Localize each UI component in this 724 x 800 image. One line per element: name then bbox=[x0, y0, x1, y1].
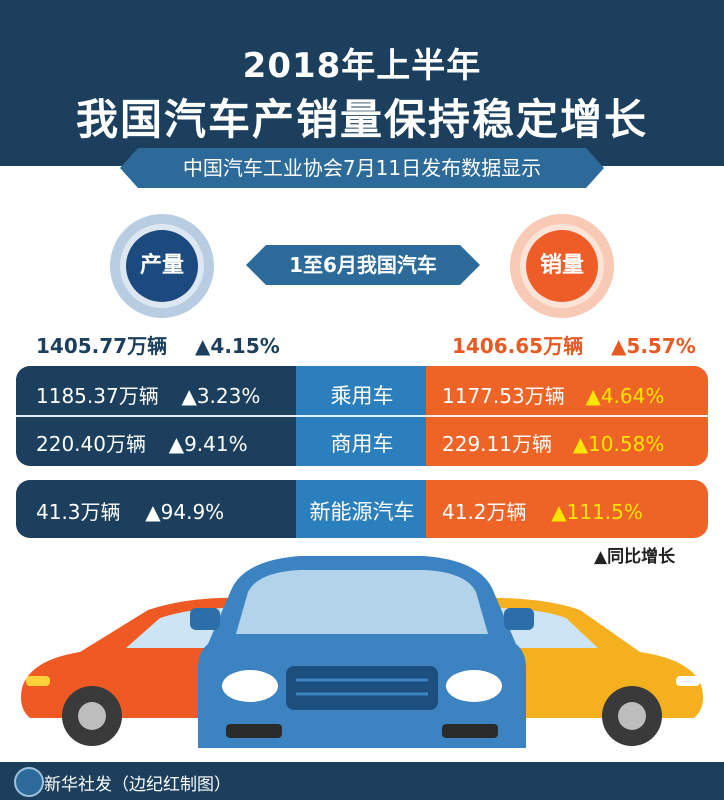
production-total: 1405.77万辆 ▲4.15% bbox=[36, 330, 280, 359]
nev-sales-value: 41.2万辆 bbox=[442, 500, 527, 524]
title-line1: 2018年上半年 bbox=[242, 46, 482, 86]
nev-production-value: 41.3万辆 bbox=[36, 500, 121, 524]
row-passenger-production: 1185.37万辆 ▲3.23% bbox=[36, 380, 260, 409]
production-band-2 bbox=[16, 480, 298, 538]
footer-bar bbox=[0, 762, 724, 800]
nev-production-growth: ▲94.9% bbox=[145, 500, 225, 524]
row-commercial-production: 220.40万辆 ▲9.41% bbox=[36, 428, 248, 457]
legend-yoy: ▲同比增长 bbox=[594, 547, 676, 567]
production-circle: 产量 bbox=[110, 214, 214, 318]
center-label-ribbon: 1至6月我国汽车 bbox=[246, 245, 480, 285]
sales-band-2 bbox=[426, 480, 708, 538]
footer-credit: 新华社发（边纪红制图） bbox=[44, 775, 231, 795]
row-nev-production: 41.3万辆 ▲94.9% bbox=[36, 496, 224, 525]
sales-total-growth: ▲5.57% bbox=[611, 334, 696, 358]
production-total-growth: ▲4.15% bbox=[195, 334, 280, 358]
commercial-sales-growth: ▲10.58% bbox=[572, 432, 665, 456]
row-passenger-sales: 1177.53万辆 ▲4.64% bbox=[442, 380, 664, 409]
subtitle-ribbon: 中国汽车工业协会7月11日发布数据显示 bbox=[120, 148, 604, 188]
production-label: 产量 bbox=[126, 230, 198, 302]
passenger-production-growth: ▲3.23% bbox=[181, 384, 261, 408]
xinhua-logo-icon bbox=[14, 767, 44, 797]
production-total-value: 1405.77万辆 bbox=[36, 334, 168, 358]
sales-label: 销量 bbox=[526, 230, 598, 302]
row-divider bbox=[16, 415, 708, 417]
category-nev: 新能源汽车 bbox=[309, 500, 415, 524]
cars-illustration bbox=[21, 556, 703, 748]
row-nev-sales: 41.2万辆 ▲111.5% bbox=[442, 496, 643, 525]
blue-car-icon bbox=[190, 556, 534, 748]
commercial-sales-value: 229.11万辆 bbox=[442, 432, 552, 456]
commercial-production-value: 220.40万辆 bbox=[36, 432, 146, 456]
sales-circle: 销量 bbox=[510, 214, 614, 318]
category-commercial: 商用车 bbox=[330, 432, 394, 456]
row-commercial-sales: 229.11万辆 ▲10.58% bbox=[442, 428, 664, 457]
category-band-2 bbox=[296, 480, 428, 538]
commercial-production-growth: ▲9.41% bbox=[168, 432, 248, 456]
sales-total-value: 1406.65万辆 bbox=[452, 334, 584, 358]
passenger-sales-growth: ▲4.64% bbox=[585, 384, 665, 408]
header-banner bbox=[0, 0, 724, 166]
passenger-sales-value: 1177.53万辆 bbox=[442, 384, 565, 408]
sales-total: 1406.65万辆 ▲5.57% bbox=[452, 330, 696, 359]
title-line2: 我国汽车产销量保持稳定增长 bbox=[75, 95, 648, 144]
category-passenger: 乘用车 bbox=[330, 384, 394, 408]
nev-sales-growth: ▲111.5% bbox=[551, 500, 643, 524]
passenger-production-value: 1185.37万辆 bbox=[36, 384, 159, 408]
